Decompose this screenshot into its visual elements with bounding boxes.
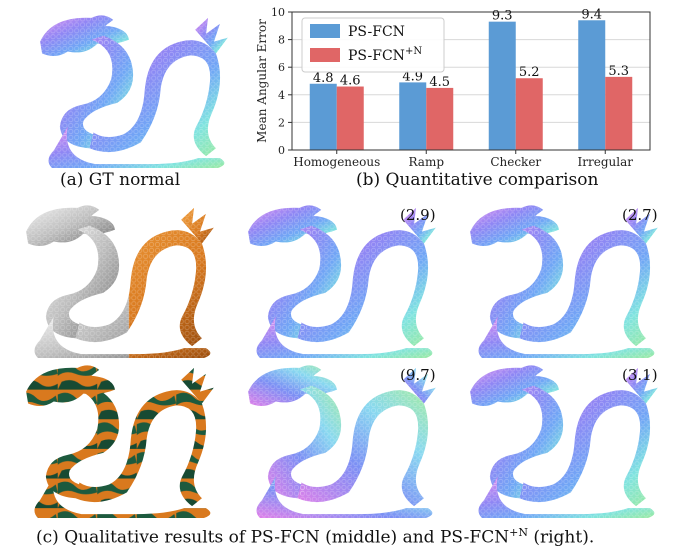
legend-swatch — [310, 24, 340, 38]
input-image-camo — [6, 360, 228, 520]
y-tick-label: 4 — [278, 89, 285, 102]
x-tick-label: Ramp — [408, 155, 444, 169]
caption-c: (c) Qualitative results of PS-FCN (middl… — [36, 526, 594, 548]
bar-chart: 0 2 4 6 8 10 Homogeneous 4.8 4.6 Ramp 4.9 4.5 Checke… — [252, 4, 672, 180]
data-label: 4.5 — [429, 75, 450, 90]
caption-c-end: (right). — [527, 527, 595, 548]
caption-a: (a) GT normal — [60, 170, 181, 190]
y-tick-label: 0 — [278, 144, 285, 157]
legend-label: PS-FCN — [348, 24, 405, 40]
y-tick-label: 2 — [278, 116, 285, 129]
score-row1-middle: (2.9) — [400, 206, 436, 224]
data-label: 4.8 — [313, 71, 334, 86]
y-axis-label: Mean Angular Error — [255, 19, 269, 143]
bar — [336, 86, 364, 150]
psfcn-normal-row1 — [228, 200, 450, 360]
gt-normal-image — [12, 10, 250, 170]
bar — [578, 20, 606, 151]
x-tick-label: Checker — [490, 155, 541, 169]
legend-swatch — [310, 48, 340, 62]
y-tick-label: 8 — [278, 34, 285, 47]
x-tick-label: Homogeneous — [293, 155, 380, 169]
bar — [426, 87, 454, 150]
psfcn-n-normal-row1 — [450, 200, 672, 360]
bar — [309, 83, 337, 150]
caption-b: (b) Quantitative comparison — [356, 170, 599, 190]
psfcn-normal-row2 — [228, 360, 450, 520]
data-label: 5.2 — [519, 65, 540, 80]
bar — [605, 76, 633, 150]
plot-frame — [291, 11, 651, 151]
data-label: 4.6 — [340, 74, 361, 89]
caption-c-main: (c) Qualitative results of PS-FCN (middl… — [36, 527, 510, 548]
y-tick-label: 6 — [278, 61, 285, 74]
legend-label: PS-FCN+N — [348, 46, 422, 64]
legend-label-sup: +N — [405, 46, 422, 57]
score-row2-middle: (9.7) — [400, 366, 436, 384]
score-row1-right: (2.7) — [622, 206, 658, 224]
data-label: 9.3 — [492, 9, 513, 24]
psfcn-n-normal-row2 — [450, 360, 672, 520]
y-tick-label: 10 — [271, 6, 285, 19]
score-row2-right: (3.1) — [622, 366, 658, 384]
data-label: 5.3 — [608, 64, 629, 79]
input-image-gray-orange — [6, 200, 228, 360]
bar — [399, 82, 427, 150]
bar-chart-svg: 0 2 4 6 8 10 Homogeneous 4.8 4.6 Ramp 4.9 4.5 Checke… — [255, 6, 651, 169]
x-tick-label: Irregular — [578, 155, 634, 169]
data-label: 9.4 — [581, 7, 602, 22]
bar — [488, 21, 516, 150]
bar — [515, 78, 543, 150]
caption-c-sup: +N — [509, 526, 528, 539]
data-label: 4.9 — [402, 69, 423, 84]
